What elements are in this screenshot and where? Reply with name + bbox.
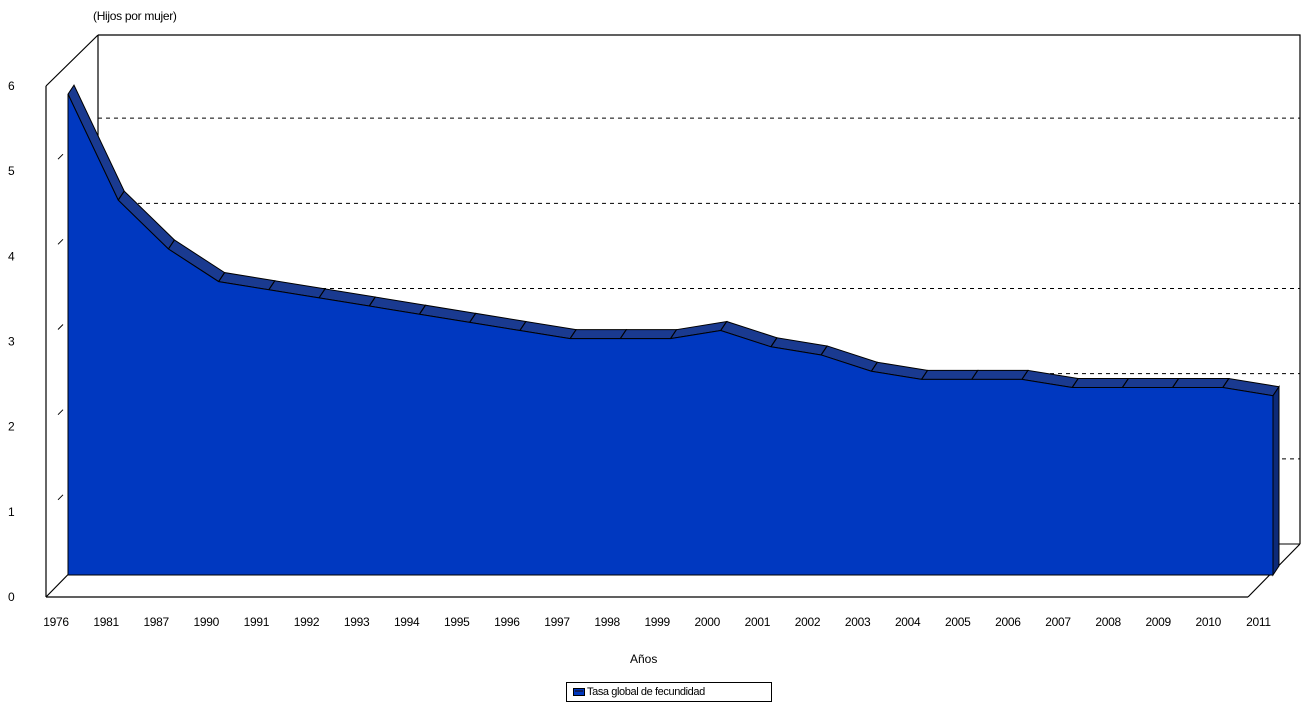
x-tick-label: 2003 <box>845 615 871 629</box>
x-tick-label: 1992 <box>294 615 320 629</box>
side-wall-grid-tick <box>57 238 64 245</box>
data-point <box>619 329 627 339</box>
x-tick-label: 1999 <box>644 615 670 629</box>
legend: Tasa global de fecundidad <box>566 682 772 702</box>
data-point <box>971 370 979 380</box>
area-top-segment <box>1121 378 1180 389</box>
x-tick-label: 1976 <box>43 615 69 629</box>
back-wall-frame <box>98 34 1301 544</box>
data-point <box>368 296 376 307</box>
x-tick-label: 2008 <box>1095 615 1121 629</box>
side-wall-grid-tick <box>57 494 64 501</box>
area-front-face <box>67 93 1274 576</box>
x-tick-label: 1997 <box>544 615 570 629</box>
side-wall-top-edge <box>45 34 99 87</box>
area-top-segment <box>970 369 1029 380</box>
side-wall-grid-tick <box>57 409 64 416</box>
data-point <box>670 329 677 339</box>
data-point <box>1172 378 1179 388</box>
data-point <box>720 321 728 331</box>
x-tick-label: 2009 <box>1145 615 1171 629</box>
x-tick-label: 1998 <box>594 615 620 629</box>
x-tick-label: 2000 <box>695 615 721 629</box>
y-tick-label: 5 <box>8 164 15 178</box>
x-tick-label: 1991 <box>244 615 270 629</box>
data-point <box>218 272 226 282</box>
data-point <box>1121 378 1129 388</box>
side-wall-grid-tick <box>57 153 64 160</box>
data-point <box>318 288 326 299</box>
x-tick-label: 2002 <box>795 615 821 629</box>
data-point <box>921 370 928 380</box>
data-point <box>870 361 878 372</box>
area-top-segment <box>920 369 979 380</box>
y-tick-label: 2 <box>8 420 15 434</box>
legend-swatch <box>573 688 585 696</box>
x-tick-label: 2001 <box>745 615 771 629</box>
data-point <box>168 239 175 250</box>
x-tick-label: 2011 <box>1246 615 1271 629</box>
data-point <box>419 304 426 315</box>
data-point <box>519 321 527 331</box>
x-tick-label: 1996 <box>494 615 520 629</box>
data-point <box>1021 370 1029 380</box>
y-tick-label: 0 <box>8 590 15 604</box>
x-tick-label: 1981 <box>93 615 119 629</box>
data-point <box>569 329 577 339</box>
data-point <box>469 313 477 323</box>
x-tick-label: 1990 <box>194 615 220 629</box>
side-wall-grid-tick <box>57 324 64 330</box>
x-tick-label: 1994 <box>394 615 420 629</box>
data-point <box>770 337 778 348</box>
data-point <box>820 345 828 356</box>
x-tick-label: 1987 <box>143 615 169 629</box>
x-tick-label: 2007 <box>1045 615 1071 629</box>
area-top-segment <box>569 329 628 340</box>
x-tick-label: 2006 <box>995 615 1021 629</box>
x-tick-label: 1993 <box>344 615 370 629</box>
area-top-segment <box>1071 378 1130 389</box>
data-point <box>268 280 276 291</box>
x-tick-label: 2004 <box>895 615 921 629</box>
y-tick-label: 3 <box>8 335 15 349</box>
y-tick-label: 1 <box>8 505 15 519</box>
x-tick-label: 2005 <box>945 615 971 629</box>
y-axis-title: (Hijos por mujer) <box>93 9 177 23</box>
x-tick-label: 1995 <box>444 615 470 629</box>
x-tick-label: 2010 <box>1196 615 1222 629</box>
data-point <box>1222 378 1230 388</box>
data-point <box>1071 378 1079 388</box>
legend-label: Tasa global de fecundidad <box>587 686 705 698</box>
y-tick-label: 4 <box>8 249 15 263</box>
x-axis-title: Años <box>630 652 658 666</box>
data-point <box>117 190 125 201</box>
area-top-segment <box>619 329 678 340</box>
area-side-face <box>1272 385 1280 577</box>
area-top-segment <box>1171 378 1230 389</box>
y-tick-label: 6 <box>8 79 15 93</box>
